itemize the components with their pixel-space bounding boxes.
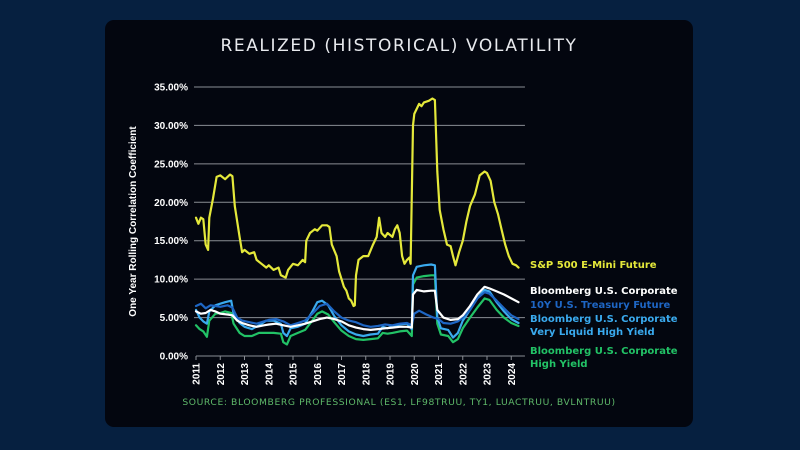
legend-label: 10Y U.S. Treasury Future (530, 300, 671, 311)
y-tick-label: 35.00% (154, 83, 188, 94)
y-tick-label: 20.00% (154, 198, 188, 209)
legend-label: High Yield (530, 359, 588, 370)
legend-label: Bloomberg U.S. Corporate (530, 346, 678, 357)
x-tick-label: 2024 (507, 363, 518, 386)
chart-title: REALIZED (HISTORICAL) VOLATILITY (220, 36, 578, 56)
series-line-s-p-500-e-mini-future (194, 97, 520, 308)
source-note: SOURCE: BLOOMBERG PROFESSIONAL (ES1, LF9… (182, 397, 616, 408)
series-line-bloomberg-u-s-corporate-very-liquid-high-yield (194, 263, 520, 339)
x-tick-label: 2016 (313, 363, 324, 386)
chart-card: REALIZED (HISTORICAL) VOLATILITY 0.00% 5.… (105, 20, 693, 427)
x-tick-label: 2013 (240, 363, 251, 386)
x-tick-label: 2023 (483, 363, 494, 386)
x-tick-label: 2012 (216, 363, 227, 386)
legend-label: Very Liquid High Yield (530, 327, 655, 338)
x-tick-label: 2015 (289, 363, 300, 386)
x-tick-label: 2011 (192, 363, 203, 385)
series-line-10y-u-s-treasury-future (194, 291, 520, 328)
legend-label: S&P 500 E-Mini Future (530, 260, 657, 271)
x-tick-label: 2018 (361, 363, 372, 386)
x-tick-label: 2017 (337, 363, 348, 386)
x-tick-label: 2014 (264, 363, 275, 386)
legend-label: Bloomberg U.S. Corporate (530, 286, 678, 297)
x-tick-label: 2021 (434, 363, 445, 386)
legend-label: Bloomberg U.S. Corporate (530, 314, 678, 325)
y-tick-label: 5.00% (160, 313, 188, 324)
x-tick-label: 2020 (410, 363, 421, 386)
series-line-bloomberg-u-s-corporate (194, 285, 520, 331)
line-chart: 0.00% 5.00% 10.00% 15.00% 20.00% 25.00% 30.00%… (128, 83, 678, 386)
y-tick-label: 30.00% (154, 121, 188, 132)
y-tick-label: 15.00% (154, 236, 188, 247)
y-tick-label: 10.00% (154, 275, 188, 286)
x-tick-label: 2019 (386, 363, 397, 386)
y-tick-label: 25.00% (154, 159, 188, 170)
y-tick-label: 0.00% (160, 352, 188, 363)
x-tick-label: 2022 (458, 363, 469, 386)
y-axis-label: One Year Rolling Correlation Coefficient (128, 126, 139, 317)
series-line-bloomberg-u-s-corporate-high-yield (194, 274, 520, 346)
